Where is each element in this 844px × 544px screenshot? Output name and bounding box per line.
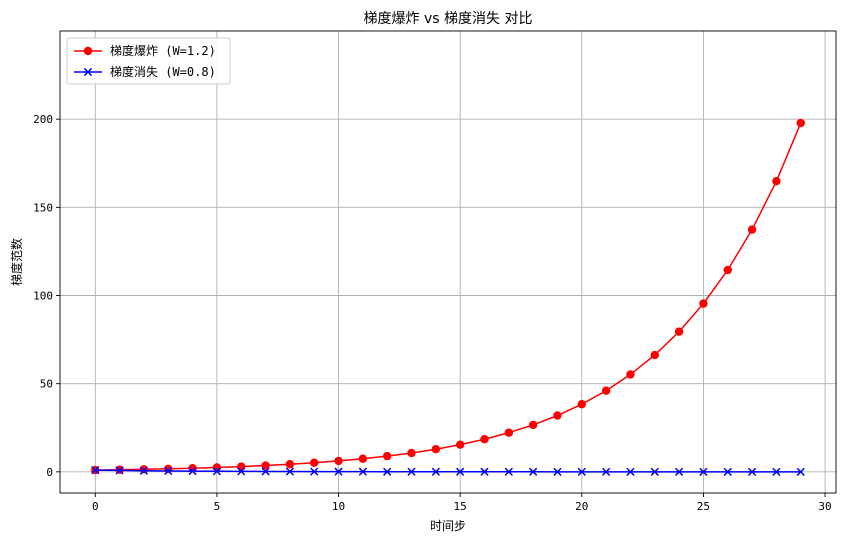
data-point [261,467,270,476]
data-point [577,467,586,476]
data-point [358,454,368,463]
data-point [285,460,295,469]
x-axis-label: 时间步 [430,519,466,533]
series-1 [91,465,805,476]
data-point [553,411,562,420]
series-line [95,469,801,473]
data-point [601,467,611,476]
data-point [772,467,781,476]
data-point [796,118,805,128]
x-tick-label: 0 [92,500,99,513]
data-point [674,327,684,336]
data-point [261,461,270,470]
data-point [164,466,173,476]
data-point [650,350,659,360]
data-point [553,467,562,476]
data-point [407,448,416,458]
data-point [115,466,124,475]
data-point [212,467,222,476]
x-tick-label: 25 [697,500,710,513]
legend-label: 梯度爆炸 (W=1.2) [110,43,216,58]
legend-marker [83,67,93,77]
y-tick-label: 0 [46,466,53,479]
data-point [139,466,149,475]
data-point [455,440,465,449]
data-point [504,428,514,437]
data-point [577,400,586,409]
y-tick-label: 200 [33,113,53,126]
plot-frame [59,30,837,494]
data-point [382,451,392,461]
data-point [528,420,538,430]
data-point [310,467,319,476]
data-point [723,467,732,476]
data-point [772,176,781,186]
data-point [601,386,611,395]
data-point [626,467,635,476]
legend-item: 梯度消失 (W=0.8) [74,64,216,79]
x-tick-label: 20 [575,500,588,513]
data-point [407,467,416,476]
data-point [699,299,708,308]
x-tick-label: 5 [214,500,221,513]
data-point [431,467,440,476]
data-point [529,467,538,476]
x-tick-label: 10 [332,500,345,513]
data-point [139,465,149,474]
series-layer [91,118,805,476]
data-point [650,467,659,476]
data-point [310,458,319,467]
data-point [237,467,246,476]
data-point [747,467,757,476]
data-point [358,467,367,476]
chart-title: 梯度爆炸 vs 梯度消失 对比 [364,11,533,27]
data-point [431,444,441,454]
data-point [796,467,805,476]
legend: 梯度爆炸 (W=1.2) 梯度消失 (W=0.8) [66,37,231,85]
data-point [456,467,465,476]
data-point [699,467,708,476]
y-tick-label: 100 [33,290,53,303]
data-point [91,465,100,475]
ticks: 0 5 10 15 20 25 30 0 50 100 150 200 [33,113,832,513]
data-point [188,466,197,476]
legend-marker [83,46,93,56]
y-tick-label: 150 [33,201,53,214]
series-0 [91,118,805,475]
data-point [747,225,757,234]
data-point [285,467,295,476]
y-tick-label: 50 [40,378,53,391]
data-point [674,467,684,476]
data-point [188,463,197,473]
data-point [723,265,732,275]
data-point [480,467,489,476]
x-tick-label: 30 [818,500,831,513]
legend-box [66,37,231,85]
data-point [504,467,513,476]
data-point [383,467,392,476]
data-point [237,462,246,471]
grid [60,31,836,493]
legend-item: 梯度爆炸 (W=1.2) [74,43,216,58]
data-point [626,370,635,379]
data-point [480,435,489,444]
data-point [334,456,343,466]
x-tick-label: 15 [454,500,467,513]
legend-label: 梯度消失 (W=0.8) [110,64,216,79]
legend-items: 梯度爆炸 (W=1.2) 梯度消失 (W=0.8) [74,43,216,79]
series-line [95,122,802,471]
y-axis-label: 梯度范数 [9,238,24,286]
data-point [334,467,343,476]
